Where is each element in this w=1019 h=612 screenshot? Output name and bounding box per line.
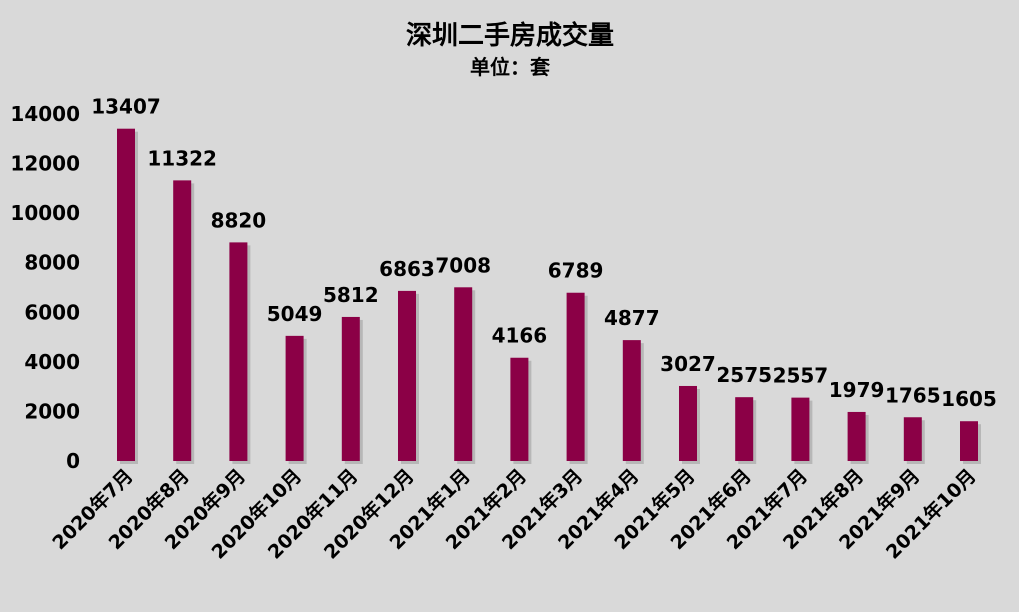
bar [847,411,866,461]
data-label: 5812 [323,283,379,307]
chart-title: 深圳二手房成交量 [406,20,614,51]
x-axis: 2020年7月2020年8月2020年9月2020年10月2020年11月202… [48,464,981,563]
data-label: 6789 [548,259,604,283]
y-tick-label: 8000 [24,251,80,275]
data-label: 13407 [91,95,161,119]
data-label: 11322 [147,146,217,170]
bar [398,290,416,461]
bars-group [117,128,981,464]
bar [229,242,248,461]
chart-subtitle: 单位：套 [470,55,550,79]
data-label: 4877 [604,306,660,330]
y-tick-label: 14000 [10,102,80,126]
bar [791,397,810,461]
bar [510,357,529,461]
y-tick-label: 12000 [10,152,80,176]
data-label: 8820 [211,208,267,232]
data-label: 6863 [379,257,435,281]
y-tick-label: 10000 [10,201,80,225]
y-tick-label: 2000 [24,399,80,423]
y-tick-label: 4000 [24,350,80,374]
data-label: 2557 [773,364,829,388]
bar [679,385,697,461]
data-label: 1979 [829,378,885,402]
data-label: 5049 [267,302,323,326]
data-label: 1605 [941,387,997,411]
bar [622,340,641,461]
data-label: 3027 [660,352,716,376]
bar [117,128,135,461]
bar [454,287,473,461]
bar [735,397,754,461]
bar [566,292,585,461]
data-label: 4166 [492,324,548,348]
bar [285,335,304,461]
y-tick-label: 6000 [24,300,80,324]
data-label: 7008 [435,253,491,277]
data-label: 1765 [885,383,941,407]
bar [903,417,922,461]
bar [341,316,360,461]
bar [173,180,192,461]
y-axis: 0 2000 4000 6000 8000 10000 12000 14000 [10,102,80,473]
y-tick-label: 0 [66,449,80,473]
bar [960,421,978,461]
data-label: 2575 [716,363,772,387]
